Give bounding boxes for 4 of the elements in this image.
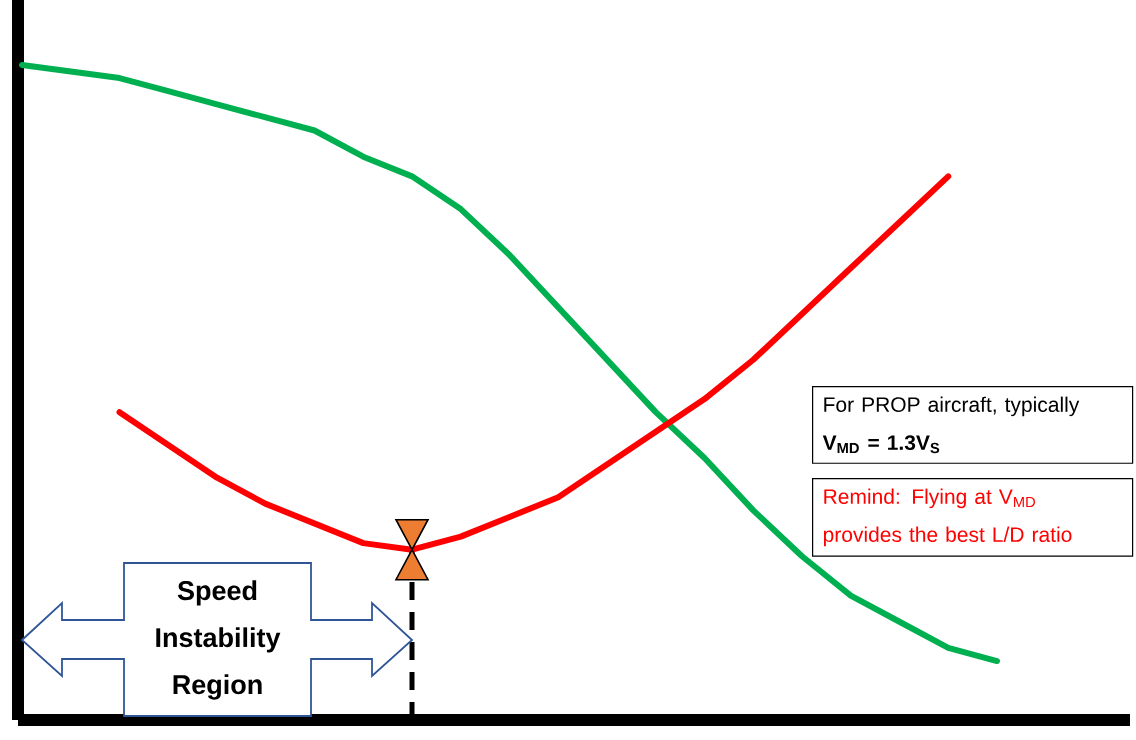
text: Remind: Flying at V$_{MD}$ provides the best L/D ratio bbox=[823, 488, 1072, 547]
annotation: For PROP aircraft, typically bbox=[824, 396, 1080, 417]
annotation: Speed Instability Region bbox=[156, 580, 281, 700]
annotation: V$_{MD}$ = 1.3V$_{S}$ bbox=[822, 435, 940, 454]
